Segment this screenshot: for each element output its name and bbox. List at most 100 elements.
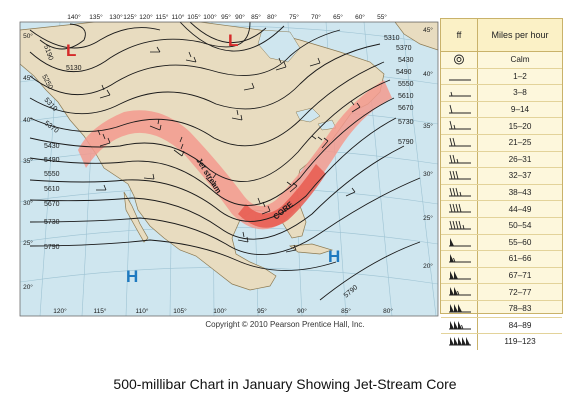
legend-row: 61–66 xyxy=(441,251,562,268)
legend-row: 78–83 xyxy=(441,300,562,318)
lon-label-top: 80° xyxy=(267,13,277,21)
lat-label-right: 30° xyxy=(423,170,433,178)
wind-barb-icon xyxy=(441,300,478,317)
contour-label-left: 5670 xyxy=(44,201,60,208)
wind-barb-icon xyxy=(441,68,478,85)
legend-speed-label: 50–54 xyxy=(508,221,532,231)
lon-label-top: 105° xyxy=(187,13,201,21)
legend-row: 72–77 xyxy=(441,284,562,301)
legend-speed-label: 84–89 xyxy=(508,320,532,330)
lon-label-top: 125° xyxy=(123,13,137,21)
legend-speed-label: 67–71 xyxy=(508,271,532,281)
legend-speed-label: 44–49 xyxy=(508,204,532,214)
legend-speed-label: 61–66 xyxy=(508,254,532,264)
legend-speed-label: 15–20 xyxy=(508,121,532,131)
copyright-text: Copyright © 2010 Pearson Prentice Hall, … xyxy=(205,320,365,329)
contour-label-right: 5490 xyxy=(396,69,412,76)
contour-label-right: 5730 xyxy=(398,119,414,126)
lon-label-bottom: 110° xyxy=(136,307,149,315)
contour-label-right: 5610 xyxy=(398,93,414,100)
lon-label-bottom: 80° xyxy=(383,307,393,315)
legend-row: 26–31 xyxy=(441,151,562,169)
legend-row: 21–25 xyxy=(441,134,562,152)
lon-label-top: 55° xyxy=(377,13,387,21)
lon-label-top: 130° xyxy=(109,13,123,21)
low-pressure-value-west: 5130 xyxy=(66,65,82,72)
legend-row: 119–123 xyxy=(441,334,562,350)
lat-label-right: 35° xyxy=(423,122,433,130)
lat-label-left: 20° xyxy=(23,283,33,291)
wind-barb-icon xyxy=(441,284,478,300)
lon-label-bottom: 85° xyxy=(341,307,351,315)
legend-speed-label: 38–43 xyxy=(508,188,532,198)
lon-label-bottom: 90° xyxy=(297,307,307,315)
legend-speed-label: 3–8 xyxy=(513,88,527,98)
low-pressure-symbol-north: L xyxy=(228,31,238,50)
lon-label-bottom: 100° xyxy=(213,307,227,315)
lon-label-top: 75° xyxy=(289,13,299,21)
lon-label-top: 115° xyxy=(156,13,169,21)
legend-header-symbol: ff xyxy=(441,19,478,51)
wind-barb-icon xyxy=(441,168,478,184)
lon-label-top: 90° xyxy=(235,13,245,21)
contour-label-right: 5550 xyxy=(398,81,414,88)
lon-label-top: 135° xyxy=(89,13,103,21)
wind-barb-icon xyxy=(441,234,478,251)
legend-row: 1–2 xyxy=(441,68,562,86)
wind-barb-icon xyxy=(441,101,478,118)
contour-label-right: 5430 xyxy=(398,57,414,64)
legend-row: 50–54 xyxy=(441,217,562,235)
map: L 5130 L H H Jet stream CORE 5190 5250 5… xyxy=(19,13,439,317)
lon-label-top: 110° xyxy=(172,13,185,21)
lon-label-top: 65° xyxy=(333,13,343,21)
lon-label-bottom: 105° xyxy=(173,307,187,315)
legend-speed-label: 1–2 xyxy=(513,71,527,81)
legend-speed-label: 32–37 xyxy=(508,171,532,181)
wind-barb-icon xyxy=(441,317,478,334)
lon-label-bottom: 115° xyxy=(94,307,107,315)
lon-label-top: 70° xyxy=(311,13,321,21)
wind-barbs xyxy=(96,46,361,253)
height-contours xyxy=(29,22,421,301)
legend-row: 9–14 xyxy=(441,101,562,119)
contour-label-right: 5790 xyxy=(398,139,414,146)
legend-header-speed: Miles per hour xyxy=(491,30,549,40)
contour-label-right: 5310 xyxy=(384,35,400,42)
lon-label-top: 60° xyxy=(355,13,365,21)
contour-label-left: 5550 xyxy=(44,171,60,178)
land-greenland xyxy=(394,22,438,51)
lat-label-left: 40° xyxy=(23,116,33,124)
legend-speed-label: 26–31 xyxy=(508,154,532,164)
lon-label-bottom: 95° xyxy=(257,307,267,315)
contour-label-left: 5610 xyxy=(44,186,60,193)
legend-speed-label: 9–14 xyxy=(510,105,530,115)
wind-barb-icon xyxy=(441,251,478,267)
figure-caption: 500-millibar Chart in January Showing Je… xyxy=(113,376,457,392)
legend-row: 15–20 xyxy=(441,118,562,135)
lat-label-left: 50° xyxy=(23,32,33,40)
wind-barb-icon xyxy=(441,134,478,151)
wind-barb-icon xyxy=(441,118,478,134)
lat-label-left: 25° xyxy=(23,239,33,247)
legend-row: 44–49 xyxy=(441,201,562,218)
legend-speed-label: 72–77 xyxy=(508,287,532,297)
wind-barb-icon xyxy=(441,267,478,284)
lon-label-top: 100° xyxy=(203,13,217,21)
lat-label-left: 45° xyxy=(23,74,33,82)
lon-label-top: 85° xyxy=(251,13,261,21)
wind-barb-icon xyxy=(441,184,478,201)
lat-label-right: 40° xyxy=(423,70,433,78)
contour-label-left: 5730 xyxy=(44,219,60,226)
wind-barb-icon xyxy=(441,217,478,234)
legend-row: 84–89 xyxy=(441,317,562,335)
wind-barb-icon xyxy=(441,201,478,217)
calm-circle-icon xyxy=(441,52,478,68)
lon-label-top: 120° xyxy=(139,13,153,21)
contour-label-right: 5370 xyxy=(396,45,412,52)
jet-stream-band xyxy=(78,80,392,230)
legend-header: ff Miles per hour xyxy=(441,19,562,52)
lat-label-right: 25° xyxy=(423,214,433,222)
legend-row: 67–71 xyxy=(441,267,562,285)
lat-label-right: 45° xyxy=(423,26,433,34)
lon-label-top: 140° xyxy=(67,13,81,21)
